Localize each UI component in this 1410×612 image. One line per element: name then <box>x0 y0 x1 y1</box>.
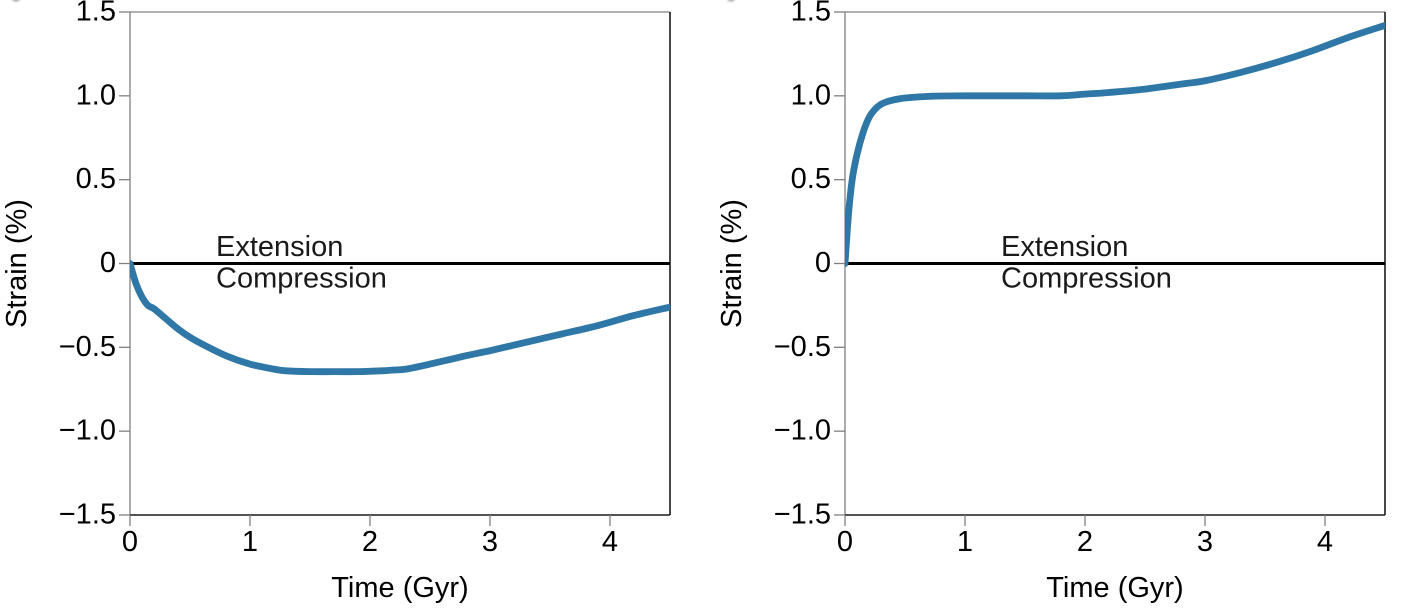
svg-text:Extension: Extension <box>1001 231 1128 263</box>
svg-text:−0.5: −0.5 <box>774 331 831 363</box>
svg-text:Strain (%): Strain (%) <box>716 199 748 328</box>
svg-text:1.5: 1.5 <box>791 0 831 28</box>
svg-text:Compression: Compression <box>1001 263 1172 295</box>
svg-text:−1.0: −1.0 <box>774 415 831 447</box>
svg-text:3: 3 <box>1197 526 1213 558</box>
svg-text:1.0: 1.0 <box>791 79 831 111</box>
svg-text:2: 2 <box>1077 526 1093 558</box>
svg-text:−1.5: −1.5 <box>774 499 831 531</box>
svg-text:1: 1 <box>957 526 973 558</box>
svg-text:Time (Gyr): Time (Gyr) <box>1046 572 1183 604</box>
svg-text:0: 0 <box>837 526 853 558</box>
svg-text:4: 4 <box>1317 526 1333 558</box>
svg-text:0.5: 0.5 <box>791 163 831 195</box>
svg-text:0: 0 <box>815 247 831 279</box>
